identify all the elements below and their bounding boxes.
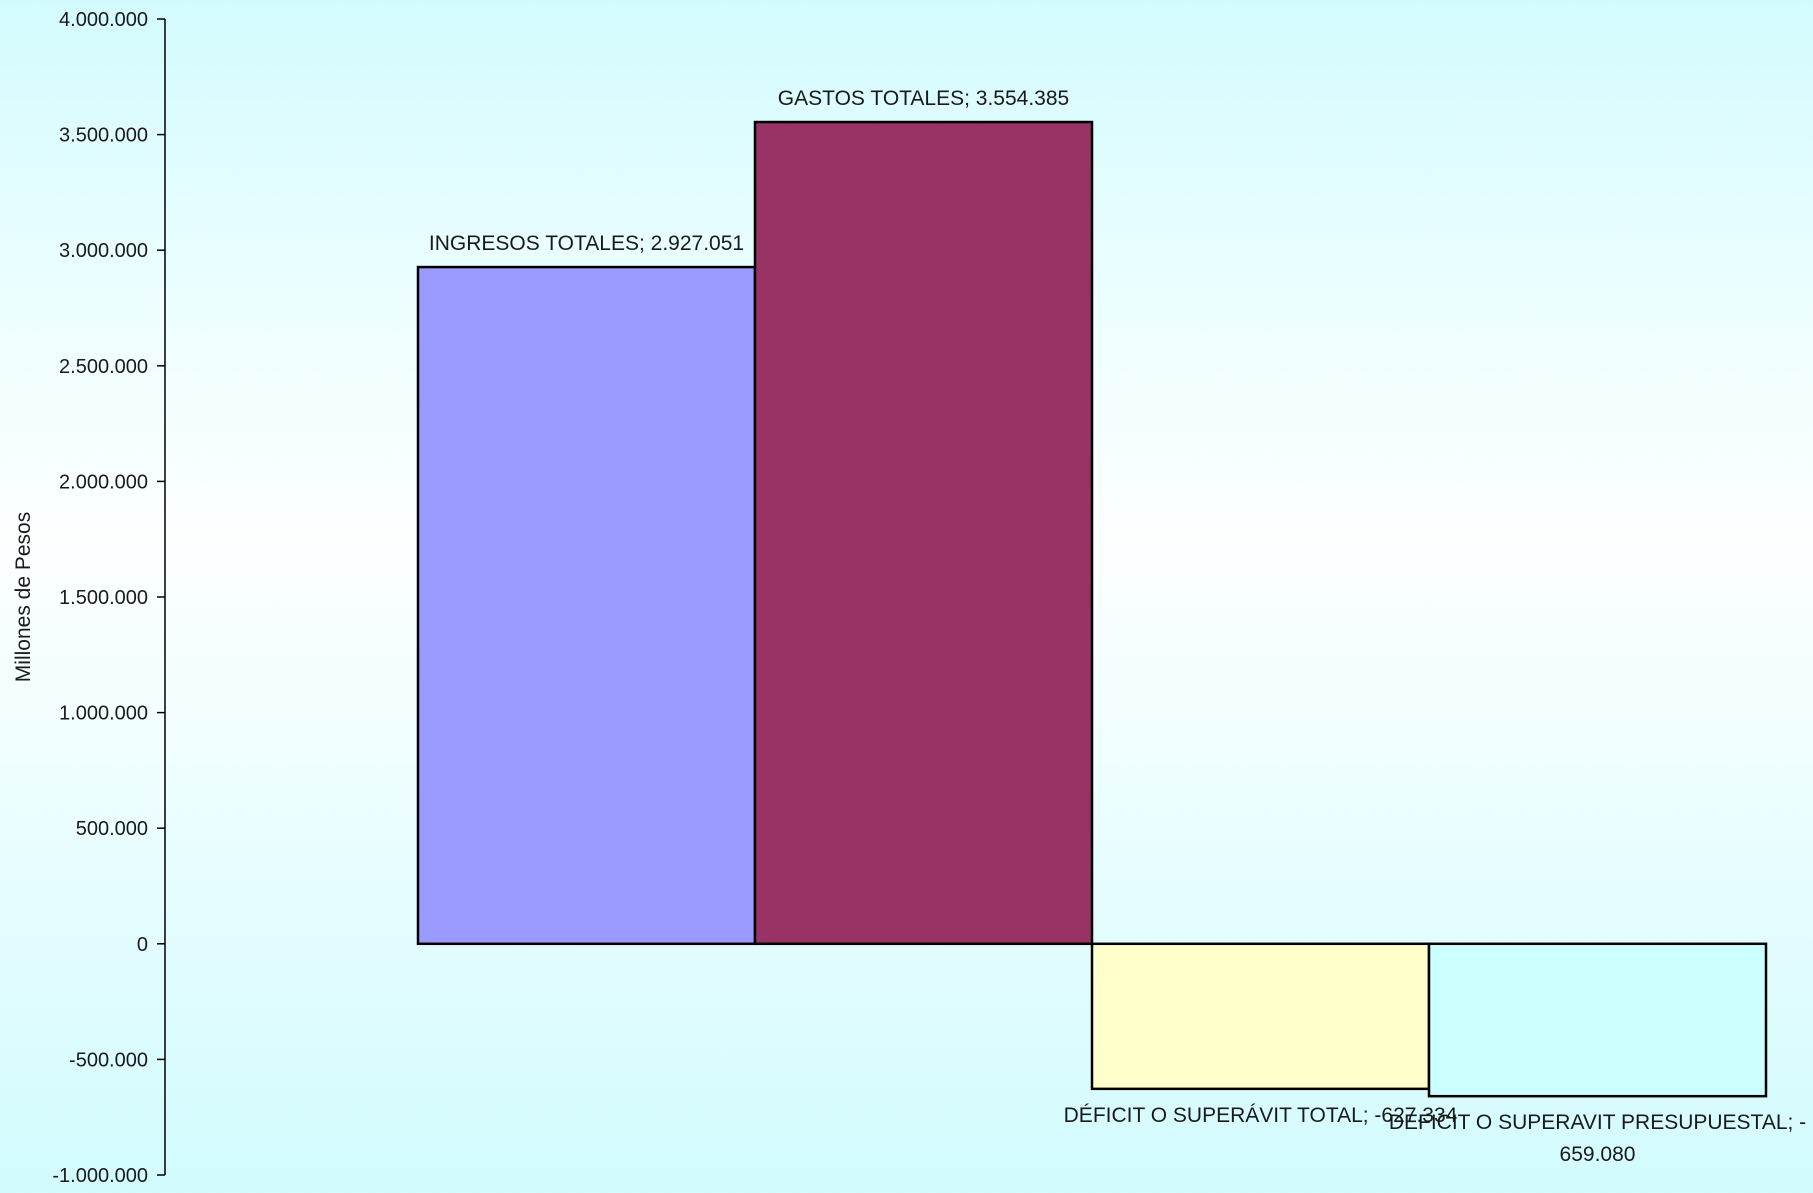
y-tick-label: 4.000.000 [59, 9, 148, 31]
bar [753, 120, 1094, 946]
bar [1090, 942, 1431, 1091]
y-tick-label: 1.500.000 [59, 587, 148, 609]
y-tick-label: -1.000.000 [52, 1165, 148, 1187]
data-label: DÉFICIT O SUPERÁVIT TOTAL; -627.334 [1064, 1104, 1458, 1127]
data-label: DEFICIT O SUPERAVIT PRESUPUESTAL; - [1389, 1111, 1806, 1134]
y-axis: 4.000.000 3.500.000 3.000.000 2.500.000 2.00… [52, 9, 166, 1187]
y-tick-label: 3.000.000 [59, 240, 148, 262]
y-tick-label: 500.000 [76, 818, 148, 840]
data-labels: INGRESOS TOTALES; 2.927.051 GASTOS TOTALE… [429, 87, 1806, 1166]
y-tick-label: -500.000 [69, 1049, 148, 1071]
bar [1427, 942, 1768, 1098]
y-tick-label: 2.000.000 [59, 471, 148, 493]
bars [416, 120, 1768, 1098]
y-tick-label: 2.500.000 [59, 356, 148, 378]
data-label: 659.080 [1560, 1143, 1636, 1166]
y-tick-label: 3.500.000 [59, 125, 148, 147]
data-label: GASTOS TOTALES; 3.554.385 [778, 87, 1069, 110]
y-axis-title: Millones de Pesos [12, 512, 35, 682]
bar [416, 265, 757, 946]
data-label: INGRESOS TOTALES; 2.927.051 [429, 232, 744, 255]
y-tick-label: 1.000.000 [59, 703, 148, 725]
y-tick-label: 0 [137, 934, 148, 956]
